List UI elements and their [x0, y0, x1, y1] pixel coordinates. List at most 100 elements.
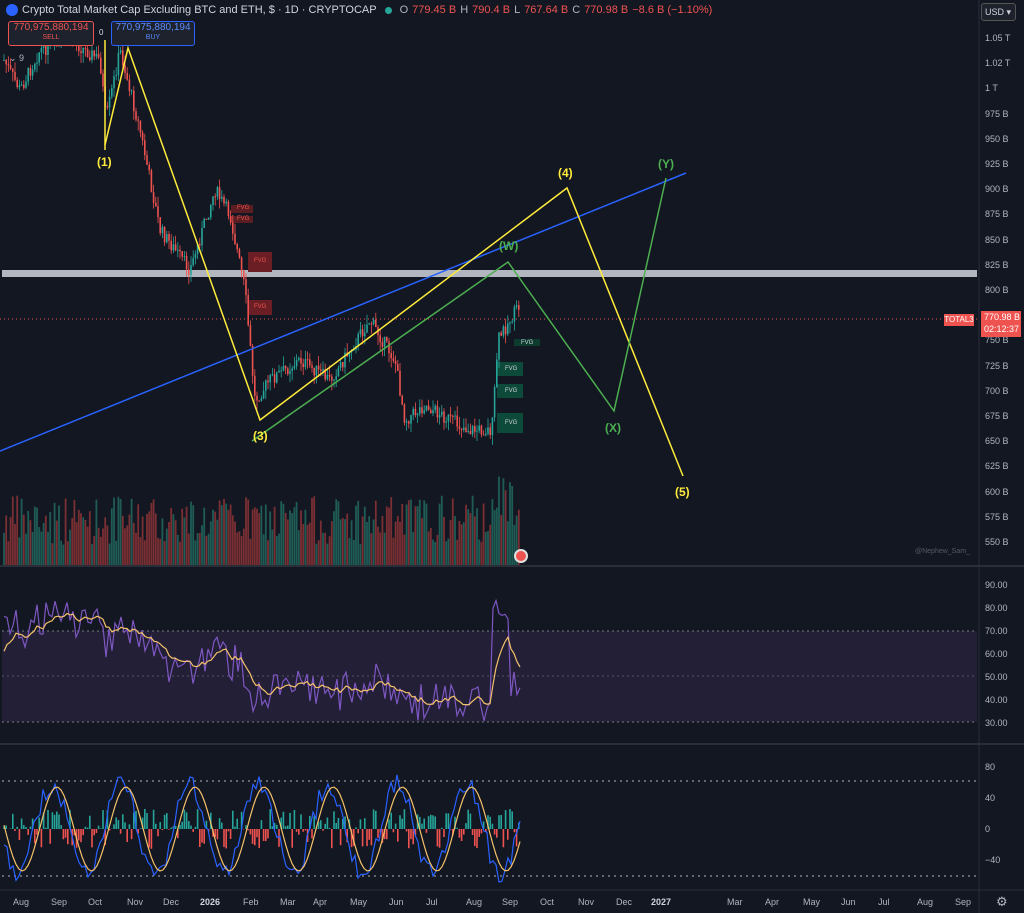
rsi-ma-line[interactable] — [3, 612, 521, 706]
correction-wave-line[interactable] — [251, 177, 667, 442]
candle-body — [331, 376, 333, 381]
candle-body — [262, 390, 265, 399]
candle-body — [20, 84, 23, 86]
osc-hist-bar — [170, 827, 172, 829]
osc-hist-bar — [177, 829, 179, 839]
rsi-line[interactable] — [3, 598, 521, 721]
candle-body — [174, 244, 177, 251]
trend-line[interactable] — [0, 172, 687, 452]
candle-body — [359, 329, 362, 334]
low-label: L — [514, 4, 521, 16]
osc-hist-bar — [20, 818, 23, 829]
candle-body — [225, 201, 227, 204]
fvg-box[interactable] — [514, 339, 540, 346]
volume-bar — [487, 530, 489, 565]
candle-body — [9, 65, 12, 69]
symbol-title[interactable]: Crypto Total Market Cap Excluding BTC an… — [22, 4, 377, 16]
candle-body — [133, 90, 135, 112]
osc-hist-bar — [194, 826, 197, 829]
volume-bar — [394, 521, 397, 565]
time-tick-label: Oct — [88, 897, 103, 907]
osc-hist-bar — [339, 829, 342, 846]
candle-body — [95, 53, 98, 57]
osc-hist-bar — [56, 811, 58, 829]
volume-bar — [181, 508, 184, 565]
osc-hist-bar — [42, 812, 45, 829]
candle-body — [113, 76, 115, 88]
candle-body — [423, 410, 425, 414]
candle-body — [177, 249, 179, 251]
volume-bar — [324, 532, 327, 565]
buy-button[interactable]: 770,975,880,194 BUY — [111, 21, 195, 46]
osc-fast-line[interactable] — [3, 774, 521, 883]
volume-bar — [421, 518, 423, 565]
fvg-box[interactable] — [497, 362, 523, 376]
osc-slow-line[interactable] — [3, 786, 521, 872]
fvg-box[interactable] — [497, 384, 523, 398]
axis-tick-label: 550 B — [985, 537, 1009, 547]
candle-body — [227, 201, 230, 216]
volume-bar — [432, 539, 434, 565]
volume-bar — [190, 501, 192, 565]
sell-button[interactable]: 770,975,880,194 SELL — [8, 21, 94, 46]
candle-body — [322, 368, 324, 371]
volume-bar — [141, 516, 144, 565]
volume-bar — [168, 521, 170, 565]
volume-bar — [38, 527, 41, 565]
volume-bar — [517, 509, 520, 565]
indicators-toggle[interactable]: ⌄ 9 — [9, 53, 25, 63]
osc-hist-bar — [5, 825, 7, 829]
volume-bar — [368, 516, 371, 565]
fvg-box[interactable] — [248, 300, 272, 315]
resistance-zone[interactable] — [2, 270, 977, 277]
bar-countdown: 02:12:37 — [984, 324, 1020, 334]
axis-tick-label: 80.00 — [985, 603, 1008, 613]
osc-hist-bar — [460, 829, 463, 841]
fvg-box[interactable] — [231, 216, 253, 223]
volume-bar — [212, 509, 214, 565]
candle-body — [397, 364, 399, 371]
osc-hist-bar — [298, 829, 300, 835]
candle-body — [23, 84, 25, 88]
osc-hist-bar — [100, 828, 102, 829]
osc-hist-bar — [16, 826, 18, 829]
candlestick-series[interactable] — [3, 29, 520, 445]
osc-hist-bar — [27, 829, 29, 835]
time-tick-label: Jul — [426, 897, 438, 907]
volume-bar — [319, 520, 322, 565]
osc-hist-bar — [45, 827, 47, 829]
settings-gear-icon[interactable]: ⚙ — [996, 894, 1008, 909]
volume-bar — [469, 513, 472, 565]
candle-body — [7, 64, 10, 66]
osc-hist-bar — [438, 829, 441, 848]
candle-body — [212, 196, 214, 205]
volume-bar — [99, 536, 102, 565]
volume-bar — [370, 533, 373, 565]
candle-body — [414, 408, 417, 416]
candle-body — [168, 234, 170, 241]
fvg-box[interactable] — [497, 413, 523, 433]
high-label: H — [460, 4, 469, 16]
candle-body — [408, 421, 410, 424]
candle-body — [399, 370, 401, 396]
osc-hist-bar — [284, 826, 287, 829]
fvg-label: FVG — [521, 340, 534, 346]
osc-hist-bar — [104, 829, 106, 846]
candle-body — [412, 408, 414, 415]
time-tick-label: Sep — [51, 897, 68, 907]
impulse-wave-line[interactable] — [104, 45, 684, 477]
event-flag-icon[interactable] — [514, 549, 528, 563]
candle-body — [183, 255, 186, 257]
volume-bar — [269, 511, 272, 565]
candle-body — [463, 427, 465, 430]
currency-select[interactable]: USD ▾ — [981, 3, 1016, 21]
fvg-box[interactable] — [231, 205, 253, 213]
volume-bar — [462, 522, 465, 565]
fvg-box[interactable] — [248, 252, 272, 272]
volume-bar — [328, 536, 331, 565]
volume-bar — [275, 536, 278, 565]
volume-bar — [64, 498, 67, 565]
volume-bar — [344, 519, 346, 565]
volume-bar — [383, 532, 386, 565]
